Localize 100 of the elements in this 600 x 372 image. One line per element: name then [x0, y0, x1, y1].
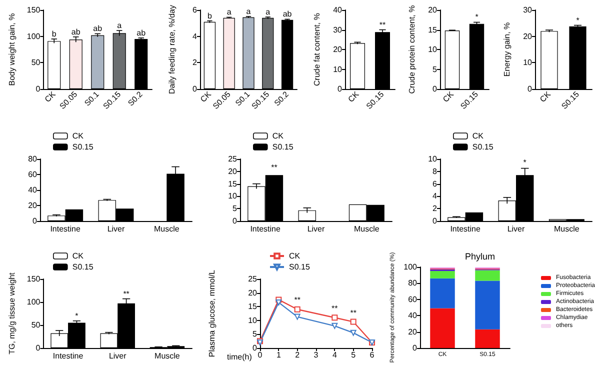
point	[350, 330, 356, 336]
x-tick-label: Liver	[107, 224, 126, 234]
x-tick-label: Muscle	[354, 224, 380, 234]
y-axis-title: Plasma glucose, mmol/L	[208, 269, 216, 358]
y-tick-label: 2	[192, 58, 198, 68]
y-tick-label: 0	[412, 344, 418, 352]
y-tick-label: 0	[252, 344, 258, 352]
bar	[475, 270, 500, 281]
x-tick-label: Muscle	[154, 352, 180, 360]
y-tick-label: 15	[248, 302, 258, 312]
annotation: a	[266, 7, 271, 16]
x-tick-label: Muscle	[154, 224, 180, 234]
y-tick-label: 15	[228, 179, 238, 188]
y-tick-label: 100	[26, 298, 41, 306]
y-tick-label: 80	[28, 154, 38, 164]
y-axis-title: Body weight gain, %	[8, 13, 16, 86]
legend-label: CK	[472, 132, 484, 140]
annotation: **	[271, 162, 278, 172]
y-axis-title: Crude protein content, %	[408, 5, 416, 94]
legend-label: S0.15	[272, 142, 294, 152]
legend-label: S0.15	[289, 262, 310, 272]
annotation: *	[523, 158, 526, 168]
point	[332, 322, 338, 329]
annotation: *	[475, 12, 478, 22]
annotation: **	[123, 289, 130, 298]
bar	[430, 308, 455, 348]
y-axis-title: Daily feeding rate, %/day	[168, 5, 176, 94]
y-tick-label: 30	[333, 25, 343, 34]
annotation: **	[350, 308, 356, 318]
y-tick-label: 0	[32, 216, 38, 226]
y-tick-label: 60	[408, 294, 418, 304]
point	[350, 318, 356, 325]
y-axis-title: TG, mg/g tissue weight	[8, 272, 16, 354]
x-tick-label: CK	[538, 89, 553, 104]
y-axis-title: Energy gain, %	[502, 22, 512, 77]
y-tick-label: 40	[28, 186, 38, 194]
y-tick-label: 50	[31, 58, 41, 68]
annotation: ab	[282, 10, 292, 19]
y-tick-label: 150	[26, 274, 41, 284]
x-tick-label: 6	[370, 350, 375, 360]
x-tick-label: Muscle	[554, 224, 580, 234]
legend-label: S0.15	[72, 142, 94, 152]
bar	[430, 278, 455, 308]
y-tick-label: 20	[428, 6, 438, 14]
x-tick-label: Intestine	[52, 352, 84, 360]
legend-label: CK	[289, 252, 301, 260]
annotation: *	[576, 16, 580, 25]
y-tick-label: 10	[523, 58, 533, 68]
y-tick-label: 8	[432, 166, 438, 176]
x-tick-label: Liver	[507, 224, 526, 234]
y-tick-label: 40	[333, 6, 343, 14]
x-tick-label: Intestine	[50, 224, 81, 234]
x-tick-label: Liver	[108, 352, 127, 360]
annotation: *	[75, 311, 78, 320]
y-tick-label: 20	[523, 32, 533, 41]
annotation: a	[226, 8, 232, 17]
y-tick-label: 6	[192, 6, 198, 14]
annotation: a	[117, 21, 122, 30]
x-tick-label: CK	[346, 89, 362, 104]
x-tick-label: 5	[351, 350, 356, 360]
y-tick-label: 10	[428, 154, 438, 164]
x-tick-label: Intestine	[450, 224, 481, 234]
y-tick-label: 20	[228, 166, 238, 176]
annotation: b	[52, 29, 57, 38]
y-tick-label: 40	[408, 311, 418, 320]
point	[294, 306, 300, 312]
legend-label: CK	[72, 132, 84, 140]
y-tick-label: 0	[432, 216, 438, 226]
chart-title: Phylum	[465, 252, 496, 262]
x-tick-label: S0.1	[82, 89, 102, 108]
y-tick-label: 4	[192, 32, 198, 41]
x-tick-label: 2	[295, 350, 300, 360]
x-tick-label: CK	[43, 89, 58, 104]
y-tick-label: 15	[428, 25, 438, 34]
bar	[475, 329, 500, 348]
point	[294, 314, 300, 320]
y-tick-label: 150	[26, 6, 41, 14]
y-tick-label: 100	[404, 262, 418, 272]
y-tick-label: 20	[408, 327, 418, 336]
point	[332, 314, 338, 321]
x-tick-label: CK	[198, 89, 214, 104]
y-tick-label: 10	[228, 192, 238, 201]
legend-label: CK	[272, 132, 284, 140]
y-axis-title: Crude fat content, %	[312, 13, 322, 86]
y-tick-label: 10	[333, 64, 343, 74]
annotation: **	[332, 304, 338, 313]
bar	[430, 271, 455, 278]
y-tick-label: 50	[31, 320, 41, 330]
y-tick-label: 5	[252, 330, 258, 339]
annotation: ab	[136, 28, 146, 38]
y-tick-label: 80	[408, 278, 418, 288]
y-tick-label: 10	[428, 45, 438, 54]
annotation: ab	[93, 24, 103, 34]
y-tick-label: 100	[26, 32, 41, 41]
annotation: b	[207, 11, 212, 20]
legend-label: CK	[72, 252, 84, 260]
y-tick-label: 30	[523, 6, 533, 14]
y-tick-label: 20	[333, 45, 343, 54]
x-tick-label: CK	[441, 89, 456, 104]
x-tick-label: Intestine	[250, 224, 281, 234]
